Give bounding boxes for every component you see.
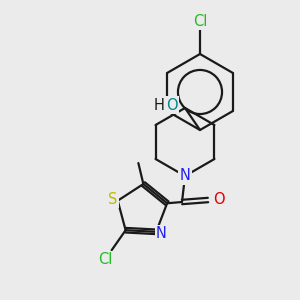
Text: N: N — [156, 226, 167, 241]
Text: H: H — [154, 98, 164, 112]
Text: Cl: Cl — [98, 252, 113, 267]
Text: Cl: Cl — [193, 14, 207, 28]
Text: O: O — [213, 193, 225, 208]
Text: N: N — [180, 169, 190, 184]
Text: O: O — [166, 98, 178, 112]
Text: S: S — [108, 192, 117, 207]
